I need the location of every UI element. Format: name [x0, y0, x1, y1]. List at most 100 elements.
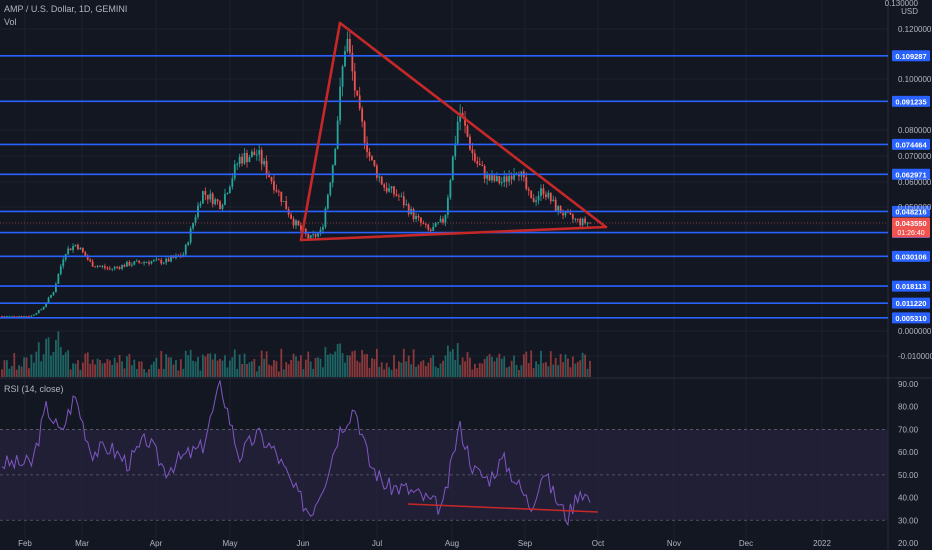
volume-bar-190	[466, 352, 469, 377]
candle-body-208	[510, 176, 513, 180]
candle-body-21	[52, 292, 55, 295]
volume-bar-18	[45, 338, 47, 377]
time-axis[interactable]: Feb Mar Apr May Jun Jul Aug Sep Oct Nov Dec 2022	[18, 539, 831, 548]
rsi-divergence	[407, 503, 599, 513]
volume-legend[interactable]: Vol	[4, 17, 17, 27]
volume-bar-146	[358, 362, 361, 377]
volume-bar-14	[35, 351, 38, 377]
volume-bar-30	[74, 363, 77, 377]
candle-body-57	[140, 262, 143, 264]
candle-body-150	[368, 151, 371, 157]
volume-bar-145	[356, 360, 359, 377]
volume-bar-7	[18, 365, 21, 377]
volume-bar-33	[81, 362, 84, 377]
volume-bar-217	[532, 368, 535, 377]
volume-bar-167	[410, 364, 413, 377]
rsi-legend[interactable]: RSI (14, close)	[4, 384, 64, 394]
candle-body-182	[447, 197, 449, 215]
candle-body-97	[238, 156, 241, 164]
candle-body-25	[62, 259, 65, 267]
candle-body-214	[525, 177, 528, 190]
volume-bar-180	[442, 360, 444, 377]
candle-body-136	[334, 148, 337, 166]
volume-bar-138	[339, 343, 341, 377]
candle-body-36	[89, 259, 92, 262]
horizontal-levels[interactable]: 0.109287 0.091235 0.074464 0.062971 0.048216…	[0, 50, 930, 324]
volume-bar-173	[424, 366, 427, 377]
volume-bar-63	[155, 357, 158, 377]
volume-bar-178	[437, 368, 439, 377]
candle-body-121	[297, 220, 300, 226]
volume-bars	[1, 331, 591, 377]
level-tag-9	[892, 312, 930, 324]
volume-bar-150	[368, 367, 371, 377]
volume-bar-207	[508, 366, 511, 377]
volume-bar-48	[118, 354, 121, 377]
volume-bar-121	[297, 360, 300, 377]
candle-body-38	[94, 266, 96, 268]
candle-body-41	[101, 266, 104, 268]
volume-bar-96	[236, 368, 239, 377]
candle-body-237	[581, 218, 584, 226]
volume-bar-87	[214, 353, 217, 377]
candle-body-84	[206, 194, 209, 200]
candle-body-19	[47, 297, 50, 304]
candle-body-113	[277, 191, 280, 193]
candle-body-181	[444, 214, 447, 223]
candle-body-195	[478, 163, 481, 165]
volume-bar-144	[353, 350, 356, 377]
volume-bar-122	[300, 355, 302, 377]
candle-body-165	[405, 204, 408, 206]
level-tag-1	[892, 95, 930, 107]
candle-body-180	[442, 218, 444, 223]
candle-body-85	[209, 193, 212, 200]
symbol-legend[interactable]: AMP / U.S. Dollar, 1D, GEMINI	[4, 4, 128, 14]
candle-body-142	[349, 38, 351, 53]
volume-bar-211	[518, 369, 520, 377]
volume-bar-107	[263, 358, 266, 377]
volume-bar-77	[189, 349, 192, 377]
volume-bar-16	[40, 361, 43, 377]
candle-body-64	[157, 259, 160, 261]
volume-bar-208	[510, 360, 513, 377]
volume-bar-84	[206, 353, 209, 377]
current-price-tag	[892, 217, 930, 238]
volume-bar-58	[143, 369, 145, 377]
candle-body-27	[67, 248, 70, 255]
volume-bar-90	[221, 360, 224, 377]
candle-body-137	[336, 120, 339, 149]
volume-bar-209	[513, 355, 515, 377]
candle-body-12	[30, 315, 33, 317]
volume-bar-28	[69, 369, 72, 377]
volume-bar-50	[123, 368, 126, 377]
volume-bar-44	[108, 360, 111, 377]
volume-bar-160	[393, 354, 395, 377]
volume-bar-65	[160, 350, 163, 377]
candle-body-69	[170, 256, 172, 262]
volume-bar-22	[55, 339, 57, 377]
candle-body-70	[172, 256, 175, 258]
volume-bar-161	[395, 368, 398, 377]
volume-bar-116	[285, 361, 288, 377]
volume-bar-68	[167, 357, 170, 377]
volume-bar-148	[363, 354, 366, 377]
volume-bar-79	[194, 361, 197, 377]
candle-body-133	[326, 194, 329, 209]
candle-body-83	[204, 191, 207, 195]
triangle-left-leg	[299, 21, 342, 242]
volume-bar-78	[192, 360, 194, 377]
volume-bar-158	[388, 367, 390, 377]
candle-body-188	[461, 112, 464, 117]
volume-bar-118	[290, 360, 292, 377]
candle-body-56	[138, 260, 141, 263]
volume-bar-228	[559, 354, 562, 377]
candle-body-240	[589, 222, 591, 224]
level-tag-8	[892, 297, 930, 309]
triangle-trendlines[interactable]	[299, 21, 608, 242]
volume-bar-212	[520, 365, 523, 377]
volume-bar-197	[483, 359, 486, 377]
volume-bar-166	[407, 355, 410, 377]
candle-body-11	[28, 316, 30, 318]
